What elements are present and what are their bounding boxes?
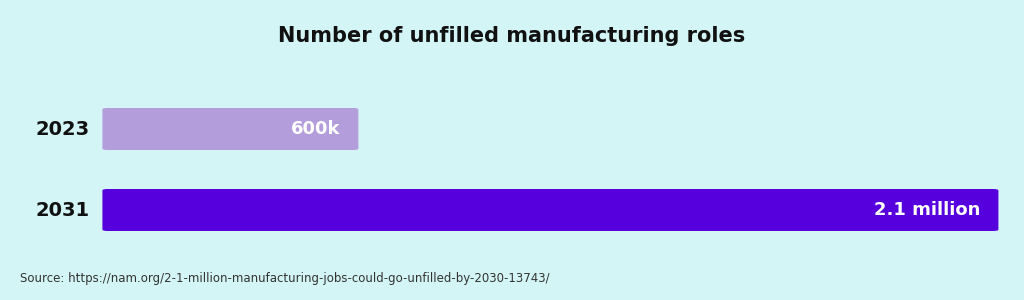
FancyBboxPatch shape [102,108,358,150]
Text: 600k: 600k [291,120,340,138]
Text: Source: https://nam.org/2-1-million-manufacturing-jobs-could-go-unfilled-by-2030: Source: https://nam.org/2-1-million-manu… [20,272,550,285]
FancyBboxPatch shape [102,189,998,231]
Text: Number of unfilled manufacturing roles: Number of unfilled manufacturing roles [279,26,745,46]
Text: 2031: 2031 [36,200,90,220]
Text: 2.1 million: 2.1 million [873,201,980,219]
Text: 2023: 2023 [36,119,90,139]
